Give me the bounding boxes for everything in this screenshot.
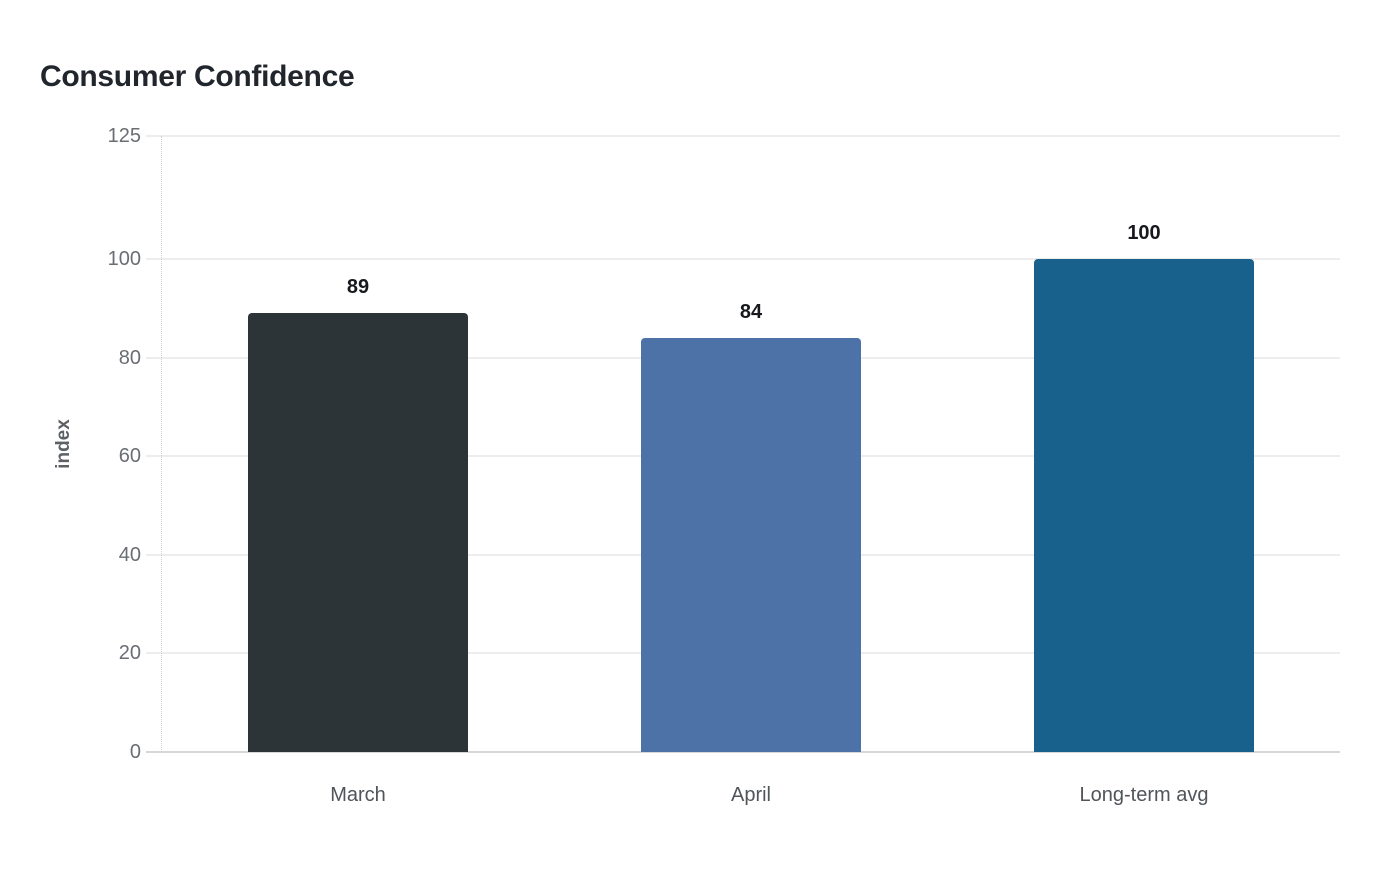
y-tick-label-80: 80 <box>118 347 141 369</box>
bar-long-term-avg[interactable] <box>1034 259 1254 752</box>
y-tick-label-60: 60 <box>118 445 141 467</box>
x-tick-label-long-term-avg: Long-term avg <box>1079 784 1209 806</box>
chart-title: Consumer Confidence <box>40 60 355 93</box>
x-tick-label-march: March <box>330 784 386 806</box>
y-tick-label-20: 20 <box>118 642 141 664</box>
y-tick-label-0: 0 <box>129 741 141 763</box>
gridline-100 <box>146 258 1340 260</box>
y-tick-label-40: 40 <box>118 544 141 566</box>
bar-value-label-april: 84 <box>739 301 763 323</box>
x-tick-label-april: April <box>730 784 771 806</box>
gridline-125 <box>146 135 1340 137</box>
y-axis-line <box>161 136 162 752</box>
y-tick-label-125: 125 <box>107 125 141 147</box>
bar-april[interactable] <box>641 338 861 752</box>
bar-value-label-long-term-avg: 100 <box>1127 222 1161 244</box>
bar-march[interactable] <box>248 313 468 752</box>
bar-value-label-march: 89 <box>346 276 370 298</box>
y-tick-label-100: 100 <box>107 248 141 270</box>
gridline-0 <box>146 751 1340 753</box>
